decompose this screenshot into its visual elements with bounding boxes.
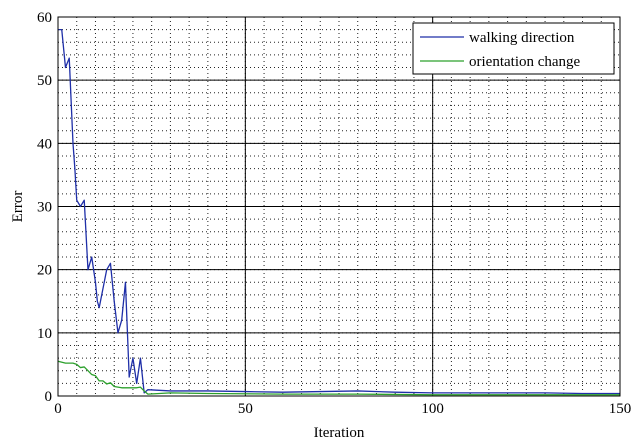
- x-tick-label: 100: [421, 401, 444, 417]
- legend-box: [412, 22, 615, 75]
- y-tick-label: 60: [37, 10, 52, 26]
- tick-labels: 0 50 100 150 0 10 20 30 40 50 60: [37, 10, 631, 417]
- series-line-walking-direction: [58, 28, 620, 395]
- y-tick-label: 50: [37, 73, 52, 89]
- x-axis-label: Iteration: [314, 425, 365, 440]
- series-layer: [57, 28, 620, 396]
- y-tick-label: 30: [37, 200, 52, 216]
- y-tick-label: 40: [37, 136, 52, 152]
- x-tick-label: 50: [238, 401, 253, 417]
- legend: walking direction orientation change: [412, 22, 615, 75]
- plot-frame: [57, 16, 621, 397]
- y-tick-label: 0: [45, 389, 53, 405]
- x-tick-label: 0: [54, 401, 62, 417]
- series-line-orientation-change: [57, 360, 620, 396]
- legend-label-orientation-change: orientation change: [469, 54, 581, 70]
- x-tick-label: 150: [609, 401, 632, 417]
- y-tick-label: 10: [37, 326, 52, 342]
- y-tick-label: 20: [37, 263, 52, 279]
- legend-label-walking-direction: walking direction: [469, 30, 575, 46]
- y-axis-label: Error: [10, 191, 26, 223]
